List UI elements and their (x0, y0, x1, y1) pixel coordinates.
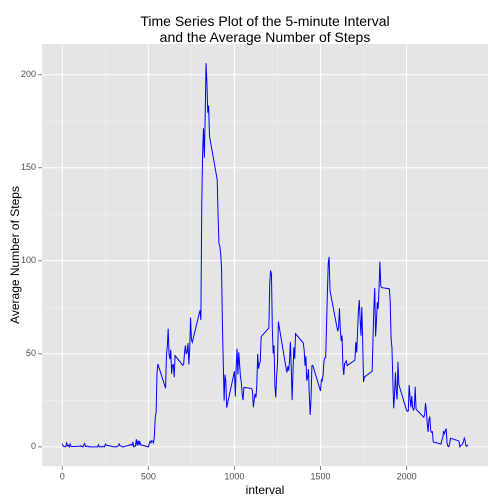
x-tick-label: 2000 (397, 471, 417, 481)
x-tick-label: 0 (60, 471, 65, 481)
data-line (61, 63, 469, 449)
y-tick-label: 150 (21, 162, 36, 172)
x-tick-label: 1500 (310, 471, 330, 481)
y-tick-label: 50 (26, 348, 36, 358)
y-tick-label: 200 (21, 69, 36, 79)
y-tick-label: 100 (21, 255, 36, 265)
y-axis-title: Average Number of Steps (8, 186, 22, 324)
x-axis-title: interval (246, 483, 285, 497)
x-tick-label: 1000 (224, 471, 244, 481)
y-tick-label: 0 (31, 441, 36, 451)
x-tick-label: 500 (141, 471, 156, 481)
chart-title: Time Series Plot of the 5-minute Interva… (140, 13, 390, 45)
panel (42, 44, 488, 466)
